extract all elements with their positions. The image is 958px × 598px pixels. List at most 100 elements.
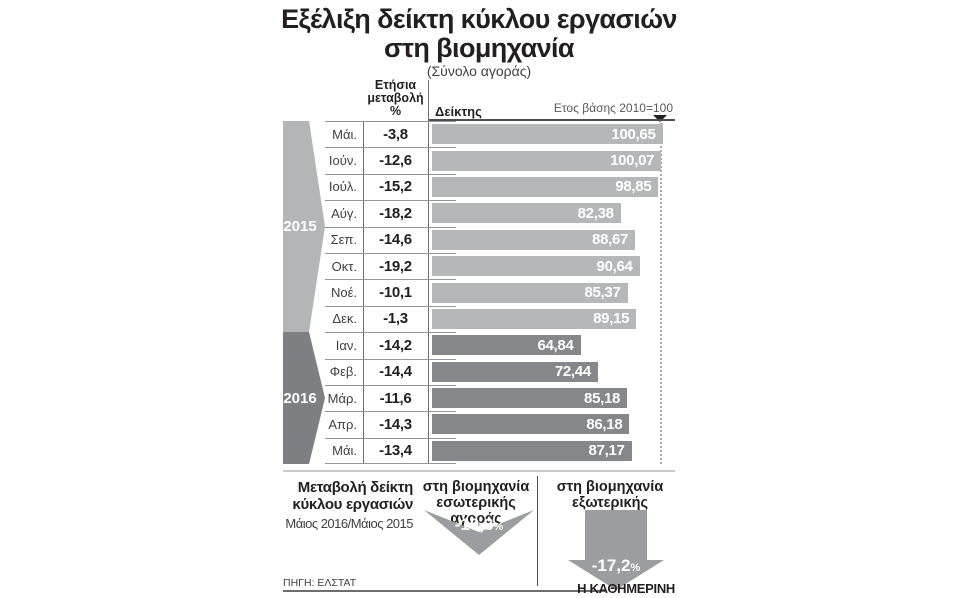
month-label: Δεκ. [332,311,357,327]
column-header-index: Δείκτης [435,104,482,119]
index-bar-cell: 72,44 [428,361,675,382]
index-value: 86,18 [586,415,623,433]
month-label: Απρ. [328,416,357,432]
month-label: Μάρ. [327,390,357,406]
annual-change-value: -18,2 [379,204,412,222]
index-value: 87,17 [588,442,625,460]
index-bar: 85,37 [432,282,628,303]
index-bar: 87,17 [432,440,632,461]
down-arrow-icon [424,510,534,555]
annual-change-value: -14,3 [379,415,412,433]
index-bar-chart: Ετήσια μεταβολή % Δείκτης Ετος βάσης 201… [283,75,675,469]
page-subtitle: (Σύνολο αγοράς) [426,63,532,79]
index-bar-cell: 87,17 [428,440,675,461]
annual-change-value: -3,8 [383,125,408,143]
table-row: Δεκ. -1,3 89,15 [283,305,675,332]
table-row: Μάι. -13,4 87,17 [283,437,675,465]
index-value: 100,07 [610,152,655,170]
index-bar: 72,44 [432,361,598,382]
domestic-market-label-line2: εσωτερικής αγοράς [436,495,516,527]
month-label: Ιούν. [328,153,357,169]
domestic-market-label: στη βιομηχανία εσωτερικής αγοράς [419,479,533,527]
summary-period: Μάιος 2016/Μάιος 2015 [285,516,413,531]
table-row: Σεπ. -14,6 88,67 [283,226,675,253]
divider-change-bars [428,80,429,464]
publisher-logo: Η ΚΑΘΗΜΕΡΙΝΗ [577,581,675,596]
index-bar-cell: 86,18 [428,414,675,435]
footer-rule [283,590,605,592]
header-underline [428,119,675,121]
month-label: Μάι. [332,126,357,142]
annual-change-value: -19,2 [379,257,412,275]
year-label: 2016 [283,389,317,407]
column-header-annual-change: Ετήσια μεταβολή % [363,79,428,118]
page-title-line1: Εξέλιξη δείκτη κύκλου εργασιών [281,4,677,34]
reference-line-100 [660,123,662,464]
external-change-value: -17,2% [568,556,664,576]
annual-change-value: -14,4 [379,363,412,381]
column-header-annual-change-line2: μεταβολή [367,91,424,105]
index-value: 85,18 [584,389,621,407]
table-row: Φεβ. -14,4 72,44 [283,358,675,385]
table-rows: Μάι. -3,8 100,65 Ιούν. -12,6 100,07 Ιούλ. -15,2… [283,121,675,465]
summary-label-line2: κύκλου εργασιών [292,496,413,513]
index-bar-cell: 88,67 [428,229,675,250]
external-change-number: -17,2 [591,556,631,575]
index-bar-cell: 89,15 [428,308,675,329]
annual-change-value: -14,6 [379,231,412,249]
summary-label-block: Μεταβολή δείκτη κύκλου εργασιών Μάιος 20… [283,479,413,531]
index-bar-cell: 85,18 [428,388,675,409]
index-bar: 64,84 [432,335,581,356]
index-value: 88,67 [592,231,629,249]
annual-change-value: -15,2 [379,178,412,196]
index-bar-cell: 98,85 [428,176,675,197]
table-row: Απρ. -14,3 86,18 [283,411,675,437]
page-title-line2: στη βιομηχανία [384,33,574,63]
external-change-arrow: -17,2% [568,510,664,590]
index-bar: 90,64 [432,256,640,277]
index-bar: 89,15 [432,308,637,329]
table-row: Νοέ. -10,1 85,37 [283,279,675,305]
index-bar-cell: 82,38 [428,203,675,224]
domestic-change-unit: % [493,521,504,533]
domestic-change-number: -10,3 [454,515,494,534]
index-value: 90,64 [596,257,633,275]
index-bar: 100,07 [432,150,662,171]
column-header-annual-change-line3: % [389,104,402,118]
external-market-label-line1: στη βιομηχανία [556,479,664,495]
table-row: Οκτ. -19,2 90,64 [283,252,675,279]
index-bar: 86,18 [432,414,630,435]
table-row: Μάι. -3,8 100,65 [283,121,675,147]
table-row: Ιούλ. -15,2 98,85 [283,173,675,200]
index-value: 98,85 [615,178,652,196]
annual-change-value: -12,6 [379,152,412,170]
domestic-market-label-line1: στη βιομηχανία [422,479,530,495]
index-bar-cell: 100,07 [428,150,675,171]
annual-change-value: -14,2 [379,336,412,354]
month-label: Μάι. [332,443,357,459]
index-bar-cell: 64,84 [428,335,675,356]
index-bar: 100,65 [432,124,663,145]
index-bar: 85,18 [432,388,628,409]
month-label: Οκτ. [331,258,357,274]
index-value: 64,84 [537,336,574,354]
index-value: 85,37 [584,284,621,302]
index-bar: 98,85 [432,176,659,197]
index-bar: 82,38 [432,203,621,224]
summary-section: Μεταβολή δείκτη κύκλου εργασιών Μάιος 20… [283,470,675,590]
index-value: 100,65 [611,125,656,143]
summary-divider [537,476,538,586]
domestic-change-value: -10,3% [424,515,534,535]
table-row: Μάρ. -11,6 85,18 [283,384,675,411]
month-label: Ιούλ. [328,179,357,195]
base-year-note: Ετος βάσης 2010=100 [553,101,673,115]
year-label: 2015 [283,218,317,235]
base-year-marker-triangle-icon [653,115,667,122]
external-change-unit: % [630,562,641,574]
column-header-annual-change-line1: Ετήσια [374,78,417,92]
month-label: Σεπ. [330,232,357,248]
annual-change-value: -10,1 [379,284,412,302]
annual-change-value: -13,4 [379,442,412,460]
annual-change-value: -11,6 [379,389,412,407]
